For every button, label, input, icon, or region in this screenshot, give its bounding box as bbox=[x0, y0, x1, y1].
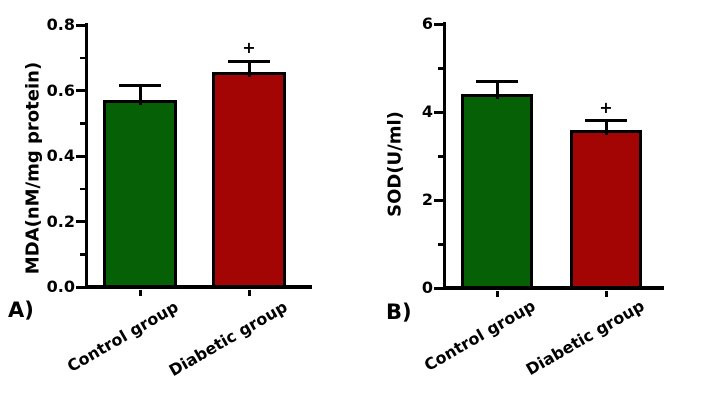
y-minor-tick bbox=[80, 56, 85, 60]
y-tick-label: 6 bbox=[421, 14, 433, 33]
error-bar-cap bbox=[476, 79, 518, 83]
y-tick-label: 0.4 bbox=[46, 146, 75, 165]
y-tick-label: 0 bbox=[421, 278, 433, 297]
error-bar-cap bbox=[119, 84, 161, 88]
y-tick-label: 4 bbox=[421, 102, 433, 121]
y-major-tick bbox=[434, 286, 443, 290]
y-minor-tick bbox=[80, 187, 85, 191]
y-minor-tick bbox=[80, 122, 85, 125]
x-category-label: Control group bbox=[420, 296, 539, 375]
y-major-tick bbox=[434, 110, 443, 114]
error-bar-stem bbox=[138, 85, 142, 106]
y-minor-tick bbox=[438, 243, 443, 246]
y-minor-tick bbox=[80, 253, 85, 256]
panel-label-b: B) bbox=[386, 300, 412, 324]
panel-label-a: A) bbox=[8, 298, 34, 322]
y-major-tick bbox=[76, 89, 85, 92]
y-major-tick bbox=[434, 198, 443, 202]
x-category-label: Diabetic group bbox=[165, 297, 291, 381]
y-axis-line bbox=[85, 23, 88, 289]
y-axis-line bbox=[443, 22, 446, 290]
bar-diabetic-group bbox=[212, 72, 286, 288]
bar-diabetic-group bbox=[570, 129, 642, 289]
y-minor-tick bbox=[438, 67, 443, 70]
x-tick bbox=[138, 290, 142, 296]
y-tick-label: 0.2 bbox=[46, 211, 75, 231]
y-minor-tick bbox=[438, 155, 443, 158]
y-major-tick bbox=[76, 23, 85, 27]
x-tick bbox=[247, 290, 251, 296]
error-bar-stem bbox=[495, 81, 499, 100]
y-tick-label: 0.6 bbox=[46, 80, 75, 100]
error-bar-stem bbox=[247, 61, 251, 78]
error-bar-cap bbox=[228, 59, 270, 63]
bar-control-group bbox=[461, 94, 533, 289]
y-tick-label: 0.0 bbox=[46, 277, 75, 296]
y-major-tick bbox=[76, 220, 85, 223]
error-bar-cap bbox=[585, 119, 627, 123]
y-major-tick bbox=[434, 22, 443, 26]
bar-control-group bbox=[103, 100, 177, 288]
significance-marker: + bbox=[242, 38, 256, 58]
error-bar-stem bbox=[604, 120, 608, 135]
y-major-tick bbox=[76, 154, 85, 158]
y-tick-label: 0.8 bbox=[46, 15, 75, 34]
x-axis-line bbox=[443, 286, 664, 290]
y-major-tick bbox=[76, 285, 85, 289]
x-category-label: Diabetic group bbox=[522, 296, 648, 380]
significance-marker: + bbox=[599, 97, 613, 117]
x-tick bbox=[495, 291, 499, 297]
y-tick-label: 2 bbox=[421, 190, 433, 209]
x-tick bbox=[604, 291, 608, 297]
x-axis-line bbox=[85, 285, 312, 289]
